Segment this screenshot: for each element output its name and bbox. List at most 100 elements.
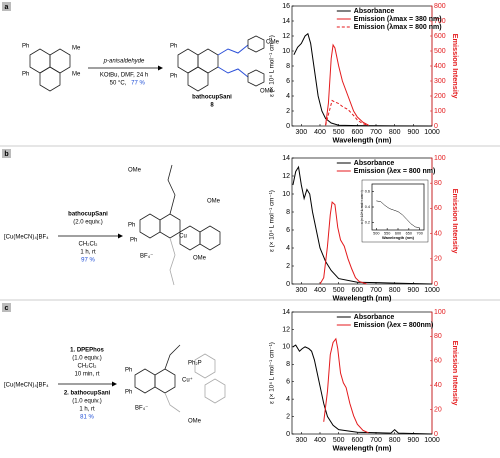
y2-tick-label: 60 — [434, 358, 442, 365]
vinyl — [169, 237, 176, 286]
x-tick-label: 400 — [314, 129, 326, 136]
reactant: [Cu(MeCN)₄]BF₄ — [4, 235, 49, 241]
x-tick-label: 700 — [370, 437, 382, 444]
x-tick-label: 600 — [351, 287, 363, 294]
y2-axis-label: Emission Intensity — [451, 341, 460, 407]
substituent: Ph — [125, 390, 132, 396]
y-tick-label: 12 — [282, 326, 290, 333]
y-tick-label: 4 — [286, 93, 290, 100]
x-axis-label: Wavelength (nm) — [333, 294, 392, 303]
chart: 300 400 500 600 700 800 900 1000024681012140204… — [268, 309, 460, 453]
counterion: BF₄⁻ — [140, 254, 153, 260]
substituent: OMe — [266, 40, 280, 46]
x-tick-label: 550 — [384, 231, 390, 235]
ring — [194, 353, 216, 379]
y-axis-label: ε (× 10⁴ L mol⁻¹ cm⁻¹) — [360, 190, 364, 223]
condition: (2.0 equiv.) — [73, 220, 103, 226]
y-axis-label: ε (× 10⁴ L mol⁻¹ cm⁻¹) — [268, 190, 275, 252]
y2-tick-label: 20 — [434, 256, 442, 263]
substituent: Ph — [125, 368, 132, 374]
x-tick-label: 300 — [295, 287, 307, 294]
x-tick-label: 1000 — [424, 437, 440, 444]
chart: 300 400 500 600 700 800 900 1000024681012141601… — [268, 3, 460, 145]
y-tick-label: 0 — [286, 123, 290, 130]
y-tick-label: 6 — [286, 379, 290, 386]
series-line — [323, 337, 369, 434]
substituent: Ph — [170, 74, 177, 80]
series-line — [319, 201, 367, 285]
y-tick-label: 12 — [282, 33, 290, 40]
x-tick-label: 700 — [370, 129, 382, 136]
legend-label: Absorbance — [354, 8, 395, 15]
y2-tick-label: 40 — [434, 382, 442, 389]
substituent: OMe — [128, 168, 142, 174]
compound-name: bathocupSani — [192, 95, 232, 101]
ring — [139, 213, 161, 239]
y2-axis-label: Emission Intensity — [451, 34, 460, 100]
scheme-b: [Cu(MeCN)₄]BF₄ bathocupSani (2.0 equiv.)… — [4, 164, 221, 286]
x-tick-label: 600 — [351, 129, 363, 136]
y2-tick-label: 80 — [434, 180, 442, 187]
series-line — [292, 165, 433, 285]
phosphine: Ph₂P — [188, 361, 202, 367]
condition: CH₂Cl₂ — [79, 242, 99, 248]
y-tick-label: 8 — [286, 63, 290, 70]
y-axis-label: ε (× 10⁴ L mol⁻¹ cm⁻¹) — [268, 342, 275, 404]
substituent: Me — [72, 46, 81, 52]
inset-background — [361, 179, 429, 243]
series-line — [293, 32, 433, 127]
reagent: bathocupSani — [68, 212, 108, 218]
x-tick-label: 900 — [407, 129, 419, 136]
y-tick-label: 0 — [286, 431, 290, 438]
x-tick-label: 650 — [406, 231, 412, 235]
panel-label: c — [5, 305, 9, 312]
y-tick-label: 0.4 — [365, 205, 370, 209]
y-tick-label: 10 — [282, 191, 290, 198]
y2-tick-label: 60 — [434, 205, 442, 212]
reactant: [Cu(MeCN)₄]BF₄ — [4, 383, 49, 389]
reagent: p-anisaldehyde — [103, 59, 145, 65]
y-tick-label: 8 — [286, 361, 290, 368]
x-tick-label: 1000 — [424, 129, 440, 136]
ring — [29, 48, 51, 74]
x-tick-label: 800 — [389, 437, 401, 444]
y-tick-label: 4 — [286, 245, 290, 252]
substituent: OMe — [260, 89, 274, 95]
vinyl — [167, 164, 176, 215]
plot-frame — [291, 311, 433, 435]
ring — [39, 66, 61, 92]
substituent: OMe — [188, 419, 202, 425]
condition: KOtBu, DMF, 24 h — [100, 73, 148, 79]
ring — [49, 48, 71, 74]
vinyl — [217, 44, 249, 56]
x-tick-label: 300 — [295, 129, 307, 136]
y-tick-label: 2 — [286, 108, 290, 115]
y-tick-label: 2 — [286, 413, 290, 420]
ring — [247, 35, 265, 53]
x-tick-label: 700 — [416, 231, 422, 235]
y-axis-label: ε (× 10⁴ L mol⁻¹ cm⁻¹) — [268, 35, 275, 97]
y2-tick-label: 40 — [434, 230, 442, 237]
condition: 50 °C, — [110, 81, 127, 87]
x-tick-label: 800 — [389, 287, 401, 294]
x-tick-label: 500 — [333, 287, 345, 294]
y2-tick-label: 200 — [434, 93, 446, 100]
y-tick-label: 14 — [282, 18, 290, 25]
condition: (1.0 equiv.) — [72, 399, 102, 405]
y-tick-label: 0.2 — [365, 220, 370, 224]
ring — [199, 225, 221, 251]
legend-label: Absorbance — [354, 314, 395, 321]
y-tick-label: 12 — [282, 173, 290, 180]
series-line — [325, 43, 369, 126]
y-tick-label: 6 — [286, 78, 290, 85]
y-tick-label: 14 — [282, 309, 290, 316]
y-tick-label: 2 — [286, 263, 290, 270]
y2-axis-label: Emission Intensity — [451, 189, 460, 255]
substituent: OMe — [193, 256, 207, 262]
condition: CH₂Cl₂ — [78, 364, 98, 370]
ring — [247, 69, 265, 87]
x-tick-label: 900 — [407, 287, 419, 294]
y-tick-label: 4 — [286, 396, 290, 403]
compound-number: 8 — [210, 103, 214, 109]
y-tick-label: 8 — [286, 209, 290, 216]
